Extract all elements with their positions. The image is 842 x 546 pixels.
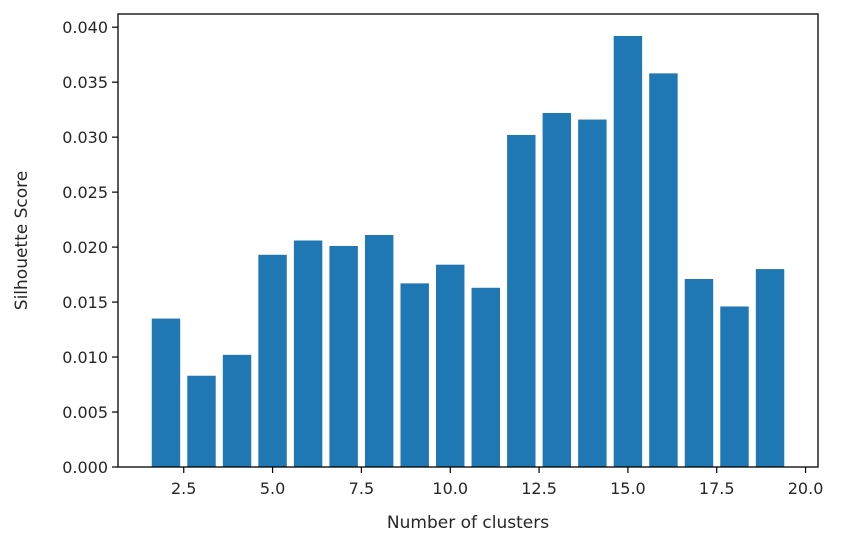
bar-clusters-4: [222, 354, 252, 467]
bar-clusters-17: [684, 278, 714, 467]
y-axis-ticks: 0.000 0.005 0.010 0.015 0.020 0.025 0.030 0.035…: [62, 18, 118, 477]
y-axis-label: Silhouette Score: [12, 171, 32, 310]
x-tick-label: 12.5: [521, 479, 557, 498]
bar-clusters-18: [720, 306, 749, 467]
x-tick-label: 15.0: [610, 479, 646, 498]
bar-clusters-5: [258, 254, 287, 467]
bar-clusters-15: [613, 35, 643, 468]
y-tick-label: 0.015: [62, 293, 108, 312]
bar-clusters-7: [329, 246, 358, 467]
x-tick-label: 7.5: [349, 479, 374, 498]
x-tick-label: 2.5: [171, 479, 196, 498]
bar-clusters-6: [293, 240, 323, 467]
bar-clusters-14: [578, 119, 607, 468]
bar-clusters-16: [649, 73, 678, 468]
bar-clusters-12: [507, 134, 536, 467]
y-tick-label: 0.025: [62, 183, 108, 202]
y-tick-label: 0.040: [62, 18, 108, 37]
y-tick-label: 0.000: [62, 458, 108, 477]
plot-frame: [117, 13, 819, 468]
bar-clusters-13: [542, 112, 572, 468]
x-tick-label: 17.5: [699, 479, 735, 498]
bar-clusters-11: [471, 287, 500, 467]
y-tick-label: 0.030: [62, 128, 108, 147]
x-tick-label: 20.0: [788, 479, 824, 498]
x-axis-ticks: 2.5 5.0 7.5 10.0 12.5 15.0 17.5 20.0: [171, 467, 823, 498]
y-tick-label: 0.005: [62, 403, 108, 422]
x-tick-label: 5.0: [260, 479, 285, 498]
y-tick-label: 0.035: [62, 73, 108, 92]
y-tick-label: 0.020: [62, 238, 108, 257]
bar-clusters-9: [400, 283, 429, 467]
y-tick-label: 0.010: [62, 348, 108, 367]
x-tick-label: 10.0: [432, 479, 468, 498]
bar-clusters-19: [755, 269, 785, 467]
bar-clusters-3: [187, 375, 216, 467]
bar-clusters-8: [364, 235, 394, 467]
bar-clusters-2: [151, 318, 181, 467]
x-axis-label: Number of clusters: [387, 513, 549, 533]
bars-group: [151, 35, 785, 468]
bar-clusters-10: [436, 264, 465, 467]
